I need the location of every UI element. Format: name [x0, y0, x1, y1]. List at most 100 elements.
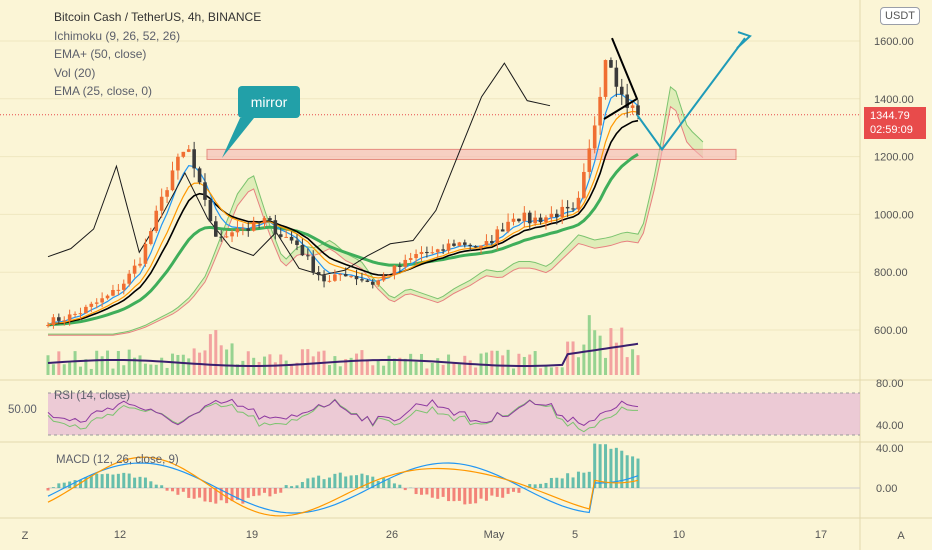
candle-body: [441, 249, 445, 251]
macd-histogram-bar: [571, 477, 575, 488]
macd-histogram-bar: [300, 482, 304, 488]
candle-body: [284, 236, 288, 238]
macd-histogram-bar: [133, 477, 137, 488]
volume-bar: [51, 364, 55, 375]
volume-bar: [230, 343, 234, 375]
macd-histogram-bar: [333, 473, 337, 488]
macd-histogram-bar: [295, 485, 299, 488]
legend-ema-plus[interactable]: EMA+ (50, close): [54, 47, 147, 61]
candle-body: [235, 228, 240, 233]
macd-histogram-bar: [512, 488, 516, 492]
candle-body: [78, 313, 83, 315]
time-tick-label: 26: [386, 529, 398, 541]
time-tick-label: 12: [114, 529, 126, 541]
macd-histogram-bar: [192, 488, 196, 499]
volume-bars: [46, 315, 640, 375]
macd-histogram-bar: [225, 488, 229, 504]
price-tick-label: 1600.00: [874, 36, 914, 48]
candle-body: [165, 190, 169, 197]
candle-body: [208, 199, 213, 222]
volume-bar: [382, 365, 386, 375]
candle-body: [398, 265, 402, 267]
legend-ema[interactable]: EMA (25, close, 0): [54, 84, 153, 98]
volume-bar: [111, 368, 115, 375]
candle-body: [500, 229, 505, 232]
volume-bar: [457, 364, 461, 375]
symbol-title[interactable]: Bitcoin Cash / TetherUS, 4h, BINANCE: [54, 10, 262, 24]
macd-histogram-bar: [198, 488, 202, 498]
volume-bar: [360, 350, 364, 375]
volume-bar: [533, 351, 537, 375]
macd-histogram-bar: [360, 473, 364, 488]
candle-body: [121, 283, 126, 290]
price-tick-label: 1400.00: [874, 94, 914, 106]
candle-body: [349, 276, 353, 278]
rsi-label[interactable]: RSI (14, close): [54, 390, 131, 402]
currency-badge[interactable]: USDT: [880, 7, 920, 25]
volume-bar: [392, 358, 396, 375]
macd-histogram-bar: [490, 488, 494, 496]
macd-histogram-bar: [474, 488, 478, 504]
volume-bar: [273, 362, 277, 375]
macd-label[interactable]: MACD (12, 26, close, 9): [56, 454, 179, 466]
indicator-tick-label: 0.00: [876, 483, 897, 495]
time-tick-label: May: [484, 529, 505, 541]
candle-body: [181, 151, 186, 157]
macd-histogram-bar: [436, 488, 440, 499]
candle-body: [506, 221, 510, 232]
volume-bar: [484, 352, 488, 375]
volume-bar: [436, 358, 440, 375]
candle-body: [268, 218, 272, 221]
timezone-button[interactable]: Z: [21, 530, 29, 542]
time-tick-label: 5: [572, 529, 578, 541]
candle-body: [203, 182, 207, 200]
volume-bar: [506, 349, 510, 375]
volume-bar: [333, 356, 337, 375]
volume-bar: [284, 360, 288, 375]
last-price-tag: 1344.79 02:59:09: [864, 107, 926, 139]
macd-histogram-bar: [598, 444, 602, 488]
candle-body: [392, 265, 397, 276]
indicator-tick-label: 80.00: [876, 378, 904, 390]
candle-body: [571, 208, 575, 210]
candle-body: [84, 306, 88, 314]
volume-bar: [208, 334, 212, 375]
candle-body: [511, 218, 516, 222]
legend-volume[interactable]: Vol (20): [54, 65, 96, 80]
macd-histogram-bar: [463, 488, 467, 505]
volume-bar: [349, 357, 353, 375]
mirror-callout[interactable]: mirror: [238, 86, 300, 118]
time-tick-label: 17: [815, 529, 827, 541]
candle-body: [468, 244, 473, 247]
macd-histogram-bar: [203, 488, 207, 502]
macd-histogram-bar: [263, 488, 267, 493]
macd-histogram-bar: [560, 478, 564, 488]
macd-histogram-bar: [257, 488, 261, 496]
volume-bar: [604, 357, 608, 375]
volume-bar: [425, 368, 429, 375]
volume-bar: [187, 358, 191, 375]
volume-bar: [143, 363, 147, 375]
legend-ichimoku[interactable]: Ichimoku (9, 26, 52, 26): [54, 28, 181, 43]
auto-scale-button[interactable]: A: [897, 530, 905, 542]
candle-body: [549, 213, 554, 218]
candle-body: [452, 243, 456, 246]
candle-body: [592, 125, 597, 149]
macd-histogram-bar: [506, 488, 510, 494]
macd-histogram-bar: [576, 471, 580, 488]
macd-histogram-bar: [84, 477, 88, 488]
macd-histogram-bar: [154, 484, 158, 488]
candle-body: [446, 243, 451, 251]
macd-histogram-bar: [165, 488, 169, 491]
candle-body: [327, 280, 332, 282]
candle-body: [582, 171, 586, 198]
candle-body: [479, 245, 483, 248]
candle-body: [490, 241, 494, 244]
macd-histogram-bar: [441, 488, 445, 497]
cloud-area: [48, 86, 703, 336]
candle-body: [625, 94, 629, 108]
bar-countdown: 02:59:09: [870, 124, 913, 136]
volume-bar: [235, 364, 239, 375]
indicator-tick-label: 40.00: [876, 420, 904, 432]
